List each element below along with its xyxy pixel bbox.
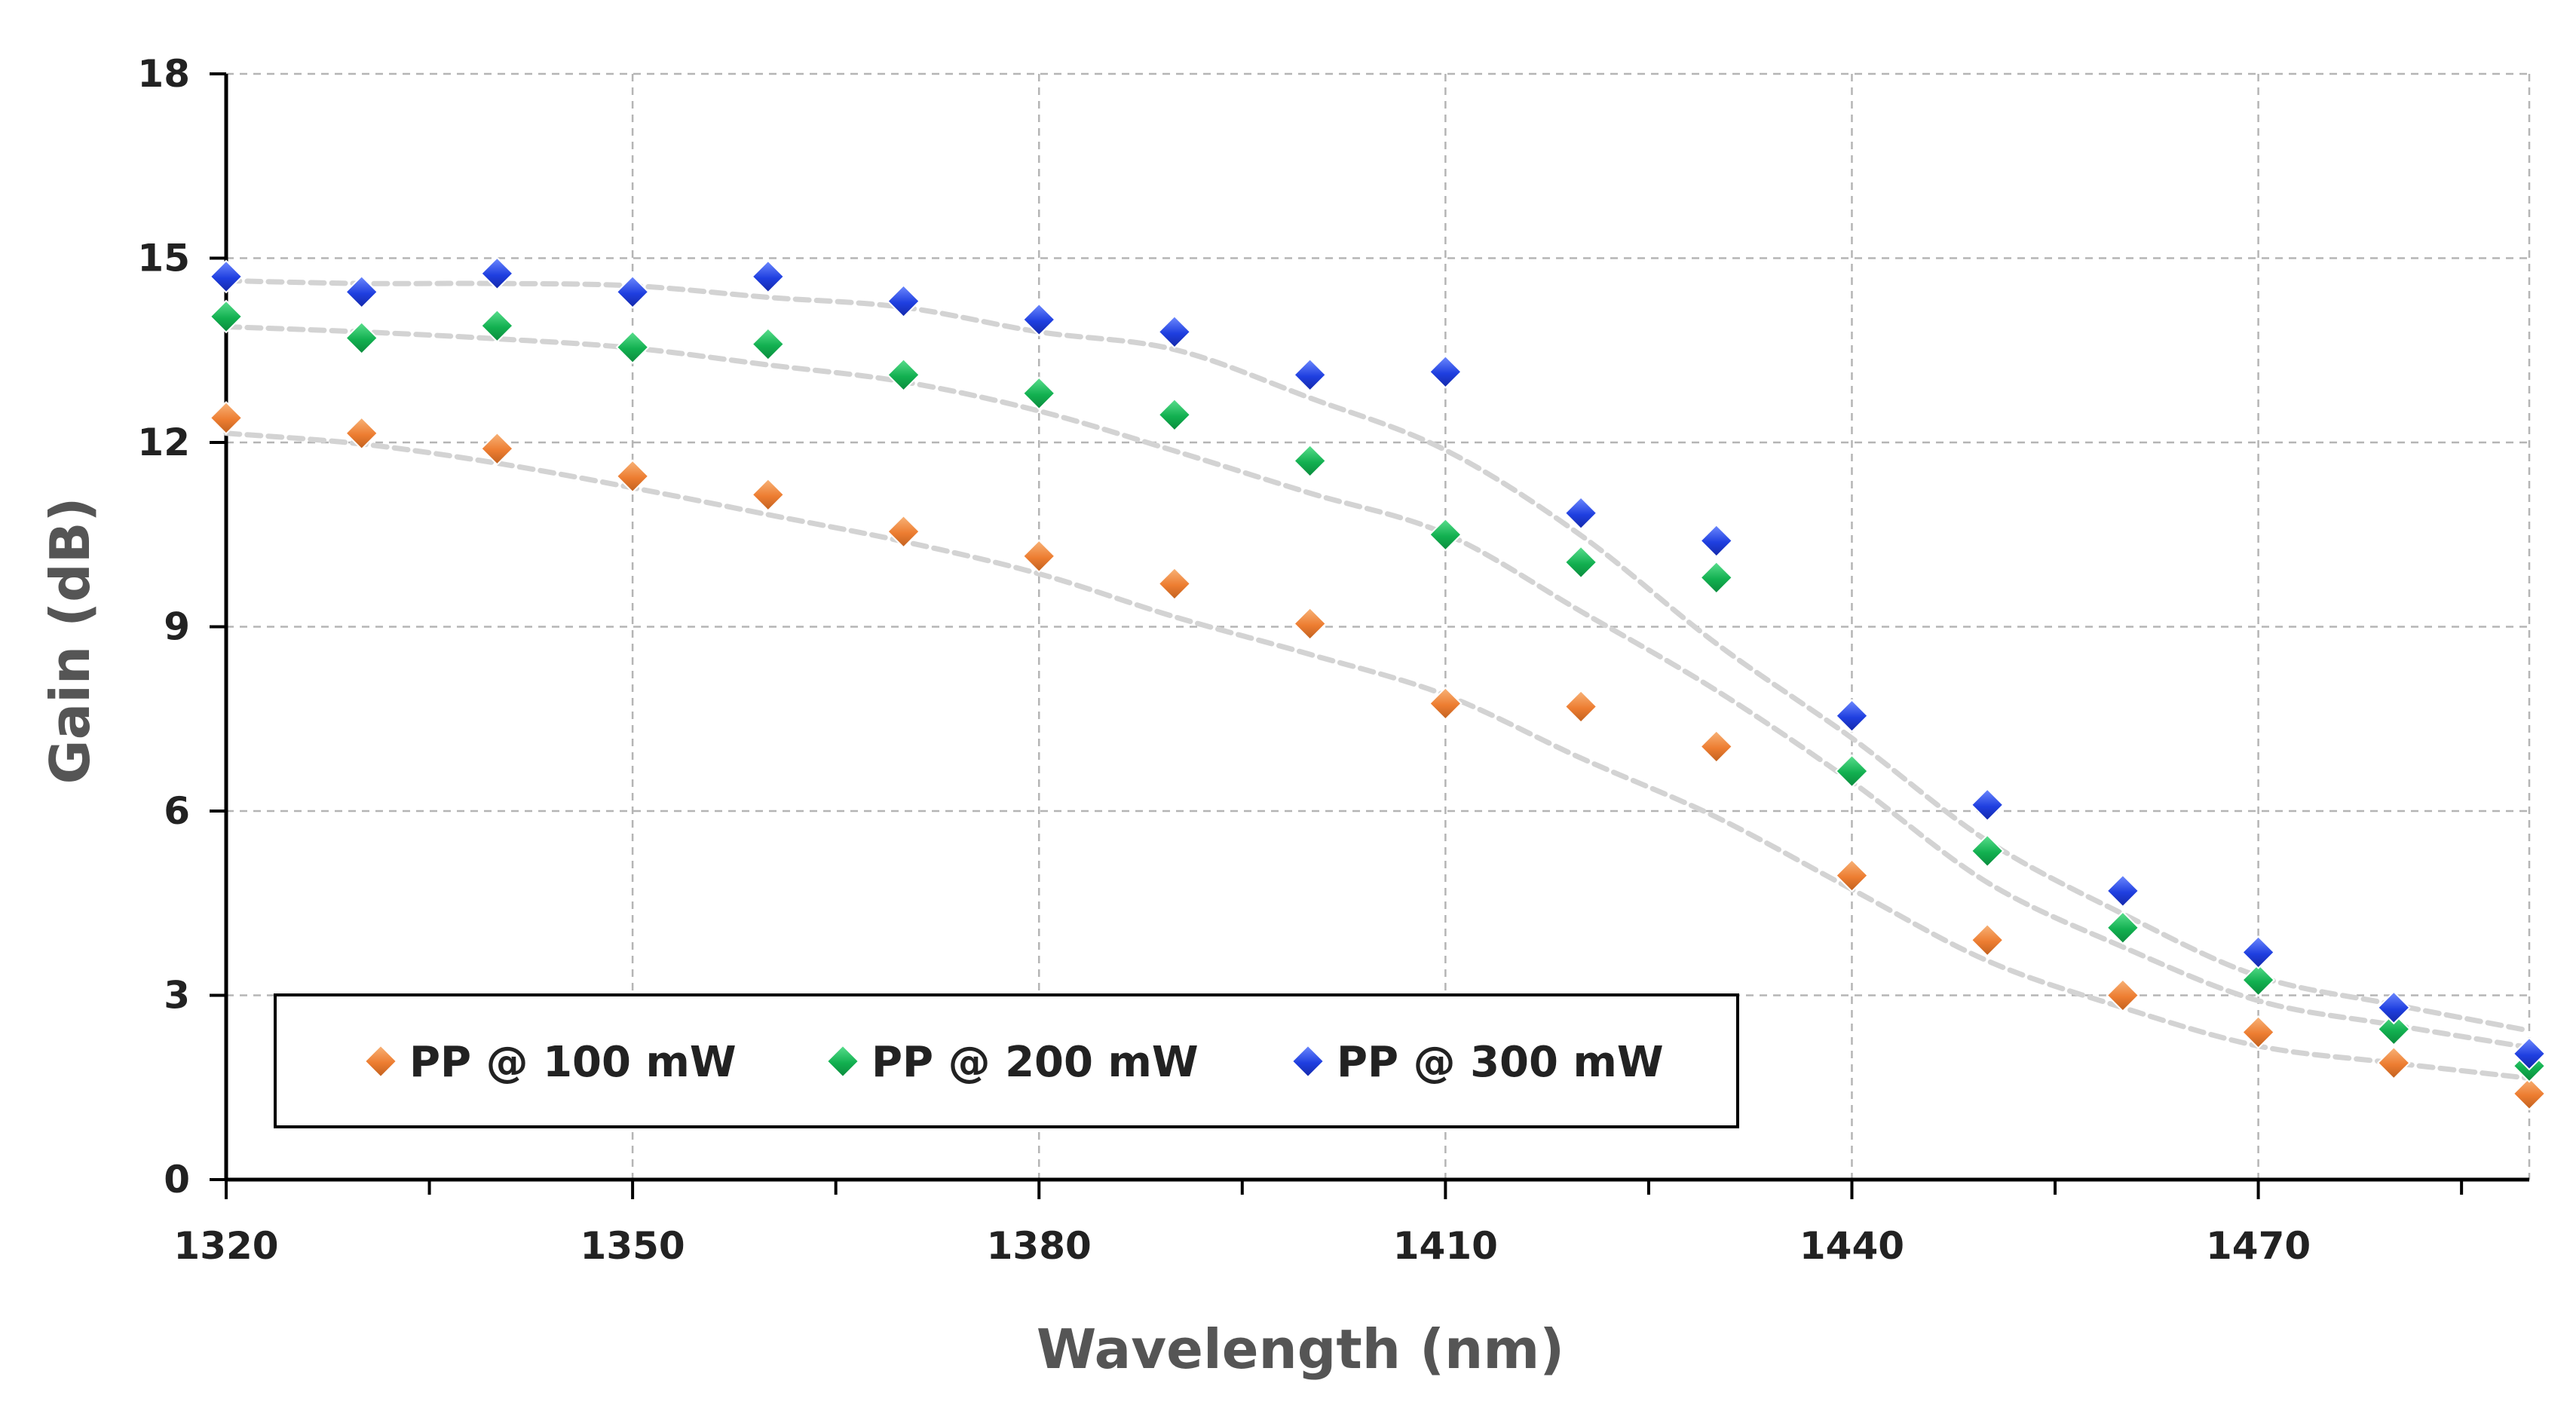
data-point-series-3	[2241, 935, 2276, 969]
x-tick-label: 1410	[1393, 1224, 1498, 1268]
data-point-series-2	[345, 321, 379, 355]
data-point-series-3	[479, 256, 514, 291]
data-point-series-3	[2376, 990, 2411, 1025]
data-point-series-1	[887, 514, 920, 549]
data-point-series-1	[1835, 859, 1869, 892]
trendline-series-1	[223, 430, 2532, 1082]
data-point-series-1	[2376, 1045, 2411, 1080]
x-tick-label: 1380	[987, 1224, 1092, 1268]
data-point-series-3	[1157, 314, 1192, 349]
grid-lines	[226, 72, 2531, 1180]
data-point-series-2	[887, 357, 920, 392]
y-tick-label: 9	[164, 605, 190, 649]
data-point-series-3	[1428, 354, 1463, 389]
data-point-series-2	[1970, 834, 2005, 868]
data-point-series-1	[1564, 690, 1598, 724]
legend-label-series-2: PP @ 200 mW	[871, 1038, 1199, 1087]
data-point-series-1	[345, 416, 379, 451]
data-point-series-1	[2241, 1015, 2276, 1049]
x-tick-label: 1320	[173, 1224, 278, 1268]
legend-label-series-3: PP @ 300 mW	[1337, 1038, 1664, 1087]
data-point-series-1	[1970, 923, 2005, 957]
x-tick-label: 1470	[2206, 1224, 2311, 1268]
data-point-series-2	[1022, 376, 1056, 411]
tick-labels: 0 3 6 9 12 15 18 1320 1350 1380 1410 1440 1470	[137, 52, 2311, 1268]
data-point-series-3	[345, 274, 379, 309]
trendline-series-3	[223, 277, 2532, 1033]
y-tick-label: 6	[164, 789, 190, 833]
data-point-series-1	[751, 477, 786, 512]
y-tick-label: 3	[164, 974, 190, 1018]
legend-label-series-1: PP @ 100 mW	[409, 1038, 737, 1087]
y-tick-label: 0	[164, 1158, 190, 1201]
data-point-series-1	[1157, 567, 1192, 601]
data-point-series-2	[209, 299, 244, 334]
data-point-series-2	[1293, 444, 1328, 478]
legend-marker-series-1	[363, 1044, 398, 1079]
data-points	[209, 256, 2547, 1111]
data-point-series-2	[1564, 545, 1598, 580]
legend-box	[274, 993, 1739, 1128]
data-point-series-2	[1428, 517, 1463, 552]
data-point-series-3	[1970, 788, 2005, 822]
data-point-series-2	[1699, 560, 1734, 595]
data-point-series-3	[1699, 523, 1734, 558]
data-point-series-1	[1022, 539, 1056, 574]
data-point-series-2	[479, 308, 514, 343]
data-point-series-3	[615, 274, 650, 309]
trendline-series-2	[223, 324, 2532, 1051]
data-point-series-3	[2106, 874, 2140, 908]
data-point-series-3	[2512, 1036, 2547, 1071]
y-tick-label: 18	[137, 52, 190, 96]
legend-marker-series-3	[1291, 1044, 1325, 1079]
x-axis-title: Wavelength (nm)	[1037, 1318, 1564, 1381]
data-point-series-2	[1835, 754, 1869, 788]
data-point-series-1	[615, 459, 650, 494]
data-point-series-3	[209, 259, 244, 294]
data-point-series-1	[2512, 1076, 2547, 1111]
data-point-series-1	[479, 431, 514, 466]
data-point-series-1	[2106, 978, 2140, 1012]
legend: PP @ 100 mW PP @ 200 mW PP @ 300 mW	[274, 993, 1739, 1128]
axes	[210, 72, 2529, 1199]
y-tick-label: 12	[137, 421, 190, 464]
data-point-series-2	[2376, 1012, 2411, 1046]
y-tick-label: 15	[137, 237, 190, 280]
data-point-series-3	[1022, 302, 1056, 337]
data-point-series-2	[751, 327, 786, 362]
data-point-series-1	[209, 400, 244, 435]
data-point-series-3	[1835, 699, 1869, 733]
data-point-series-2	[2106, 911, 2140, 945]
legend-items: PP @ 100 mW PP @ 200 mW PP @ 300 mW	[363, 1038, 1664, 1087]
data-point-series-2	[615, 330, 650, 365]
x-tick-label: 1350	[580, 1224, 685, 1268]
trendlines	[223, 277, 2532, 1082]
data-point-series-3	[751, 259, 786, 294]
data-point-series-3	[887, 284, 920, 318]
legend-marker-series-2	[825, 1044, 860, 1079]
x-tick-label: 1440	[1800, 1224, 1904, 1268]
y-axis-title: Gain (dB)	[38, 497, 102, 785]
data-point-series-1	[1293, 607, 1328, 641]
data-point-series-2	[2241, 963, 2276, 997]
data-point-series-1	[1699, 730, 1734, 764]
data-point-series-3	[1564, 496, 1598, 531]
data-point-series-1	[1428, 686, 1463, 721]
data-point-series-2	[1157, 397, 1192, 432]
data-point-series-3	[1293, 357, 1328, 392]
